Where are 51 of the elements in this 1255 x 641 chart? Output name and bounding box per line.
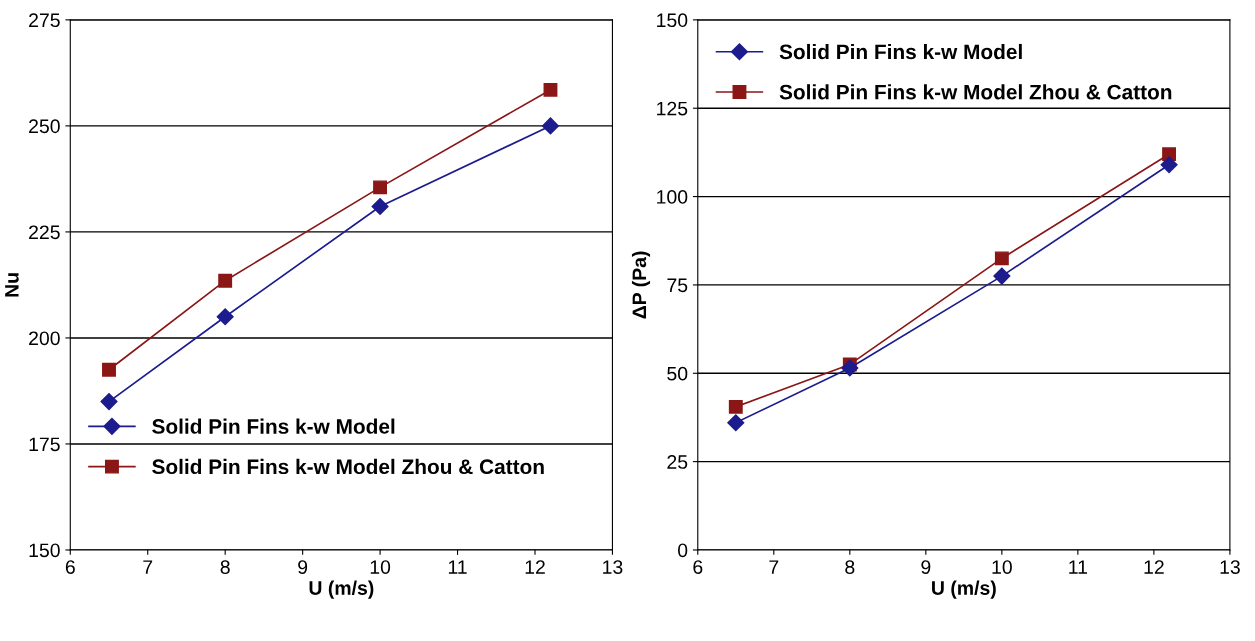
point <box>216 308 234 326</box>
x-tick-label: 8 <box>220 560 230 574</box>
y-axis-title: Nu <box>5 273 19 297</box>
y-tick-label: 25 <box>667 455 688 469</box>
y-tick-label: 50 <box>667 366 688 381</box>
x-tick-label: 12 <box>525 560 545 574</box>
y-tick-label: 150 <box>29 543 60 558</box>
y-tick-label: 250 <box>29 119 60 134</box>
x-tick-label: 11 <box>448 560 467 574</box>
x-axis-title: U (m/s) <box>932 580 996 599</box>
x-tick-label: 11 <box>1069 560 1088 574</box>
legend-label: Solid Pin Fins k-w Model <box>779 43 1022 60</box>
legend-label: Solid Pin Fins k-w Model Zhou & Catton <box>152 458 544 475</box>
y-tick-label: 175 <box>29 437 60 452</box>
point <box>1160 156 1178 174</box>
legend-label: Solid Pin Fins k-w Model Zhou & Catton <box>779 84 1172 100</box>
x-axis-title: U (m/s) <box>309 580 374 599</box>
point <box>371 197 389 216</box>
y-axis-title: ΔP (Pa) <box>631 251 651 319</box>
x-tick-label: 9 <box>298 560 308 574</box>
point <box>543 82 558 97</box>
point <box>841 359 859 377</box>
legend-label: Solid Pin Fins k-w Model <box>152 418 395 434</box>
point <box>102 362 116 377</box>
y-tick-label: 125 <box>657 101 688 116</box>
y-tick-label: 0 <box>678 543 688 558</box>
point <box>100 392 118 411</box>
y-tick-label: 75 <box>667 278 688 293</box>
x-tick-label: 13 <box>603 560 623 574</box>
x-tick-label: 10 <box>992 560 1012 574</box>
x-tick-label: 12 <box>1144 560 1164 574</box>
y-tick-label: 225 <box>29 225 60 240</box>
x-tick-label: 10 <box>370 560 391 574</box>
x-tick-label: 9 <box>921 560 931 574</box>
y-tick-label: 150 <box>657 13 688 28</box>
x-tick-label: 7 <box>143 560 153 574</box>
x-tick-label: 7 <box>769 560 779 574</box>
point <box>728 399 743 414</box>
x-tick-label: 6 <box>65 560 75 574</box>
y-tick-label: 200 <box>29 331 60 346</box>
point <box>218 273 233 288</box>
point <box>993 267 1011 285</box>
y-tick-label: 275 <box>29 13 60 28</box>
y-tick-label: 100 <box>657 190 688 204</box>
point <box>994 251 1009 266</box>
point <box>541 117 560 135</box>
x-tick-label: 6 <box>693 560 703 574</box>
point <box>727 414 745 432</box>
point <box>373 180 388 195</box>
x-tick-label: 8 <box>845 560 855 574</box>
x-tick-label: 13 <box>1220 560 1240 574</box>
